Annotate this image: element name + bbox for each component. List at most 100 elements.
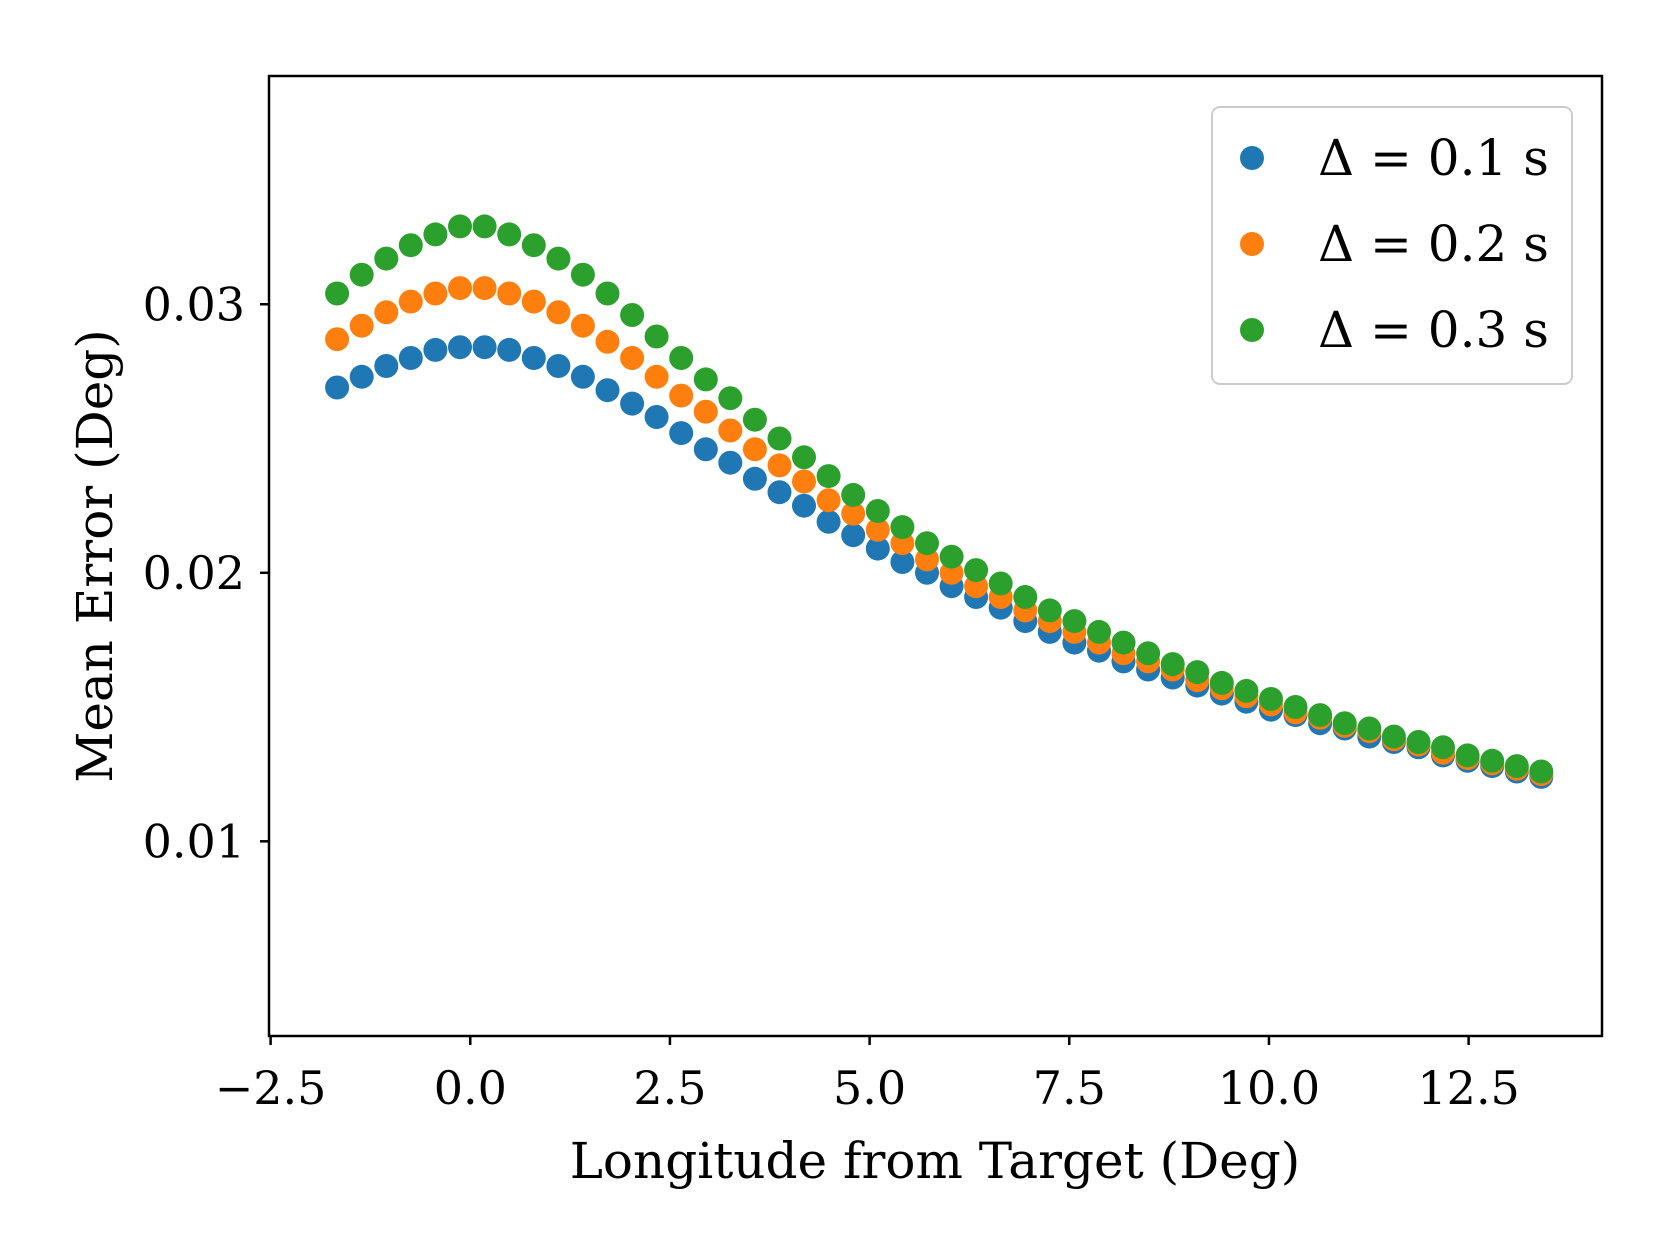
data-point [767, 453, 792, 478]
data-point [1136, 641, 1161, 666]
data-point [497, 222, 522, 247]
legend-box [1211, 106, 1573, 385]
legend-label: Δ = 0.1 s [1318, 129, 1549, 187]
data-point [915, 531, 939, 556]
data-point [890, 550, 915, 574]
data-point [1529, 759, 1554, 784]
data-point [398, 233, 423, 258]
data-point [767, 426, 792, 451]
data-point [1431, 735, 1455, 760]
legend-label: Δ = 0.2 s [1318, 215, 1549, 273]
data-point [742, 437, 767, 462]
x-tick-label: 0.0 [434, 1061, 507, 1115]
data-point [620, 391, 645, 416]
legend-marker [1240, 146, 1264, 170]
data-point [644, 405, 669, 429]
data-point [890, 515, 915, 540]
data-point [841, 482, 866, 507]
data-point [1283, 695, 1308, 719]
data-point [595, 281, 620, 306]
data-point [841, 523, 866, 548]
data-point [1357, 716, 1382, 741]
data-point [1160, 652, 1185, 677]
data-point [1480, 748, 1505, 773]
data-point [693, 437, 718, 462]
data-point [448, 335, 472, 360]
data-point [325, 327, 350, 352]
data-point [792, 493, 816, 518]
data-point [1504, 754, 1529, 779]
data-point [718, 450, 743, 475]
data-point [497, 337, 522, 362]
data-point [1234, 678, 1259, 703]
data-point [620, 303, 645, 327]
legend: Δ = 0.1 s Δ = 0.2 s Δ = 0.3 s [1211, 106, 1573, 385]
x-tick-label: 2.5 [633, 1061, 706, 1115]
data-point [570, 262, 595, 287]
data-point [644, 324, 669, 349]
data-point [1308, 703, 1333, 728]
y-tick-label: 0.03 [143, 277, 245, 331]
x-tick-label: −2.5 [215, 1061, 327, 1115]
data-point [669, 383, 694, 408]
data-point [620, 346, 645, 370]
data-point [1037, 598, 1062, 623]
data-point [374, 300, 399, 325]
data-series-layer [325, 214, 1554, 789]
data-point [570, 313, 595, 338]
data-point [1455, 743, 1480, 768]
data-point [1111, 630, 1136, 655]
data-point [1087, 619, 1111, 644]
data-point [742, 407, 767, 432]
x-tick-label: 7.5 [1033, 1061, 1106, 1115]
data-point [669, 346, 694, 370]
data-point [546, 246, 571, 271]
data-point [865, 517, 890, 542]
legend-label: Δ = 0.3 s [1318, 301, 1549, 359]
y-tick-label: 0.01 [143, 814, 245, 868]
data-point [988, 571, 1013, 596]
data-point [1013, 585, 1038, 609]
data-point [423, 281, 448, 306]
data-point [718, 418, 743, 443]
data-point [816, 488, 841, 513]
data-point [448, 276, 472, 301]
data-point [767, 480, 792, 505]
data-point [693, 367, 718, 392]
x-tick-label: 12.5 [1417, 1061, 1519, 1115]
data-point [1381, 724, 1406, 749]
data-point [1259, 687, 1283, 711]
y-axis-label: Mean Error (Deg) [66, 329, 124, 783]
data-point [521, 233, 546, 258]
data-point [521, 289, 546, 314]
series-3 [325, 214, 1554, 784]
data-point [497, 281, 522, 306]
data-point [1062, 609, 1087, 634]
x-tick-label: 5.0 [833, 1061, 906, 1115]
data-point [693, 399, 718, 424]
data-point [325, 281, 350, 306]
data-point [964, 558, 989, 583]
data-point [841, 501, 866, 526]
data-point [939, 544, 964, 569]
data-point [792, 445, 816, 470]
data-point [718, 386, 743, 411]
data-point [865, 499, 890, 523]
data-point [349, 262, 374, 287]
data-point [423, 222, 448, 247]
x-axis: −2.5 0.0 2.5 5.0 7.5 10.0 12.5 [215, 1036, 1520, 1115]
data-point [865, 536, 890, 561]
data-point [792, 469, 816, 494]
y-axis: 0.01 0.02 0.03 [143, 277, 269, 868]
data-point [816, 464, 841, 489]
data-point [398, 289, 423, 314]
data-point [546, 354, 571, 378]
data-point [325, 375, 350, 400]
data-point [1406, 730, 1431, 754]
data-point [374, 246, 399, 271]
data-point [742, 466, 767, 491]
data-point [472, 335, 497, 360]
x-axis-label: Longitude from Target (Deg) [570, 1132, 1301, 1190]
data-point [374, 354, 399, 378]
